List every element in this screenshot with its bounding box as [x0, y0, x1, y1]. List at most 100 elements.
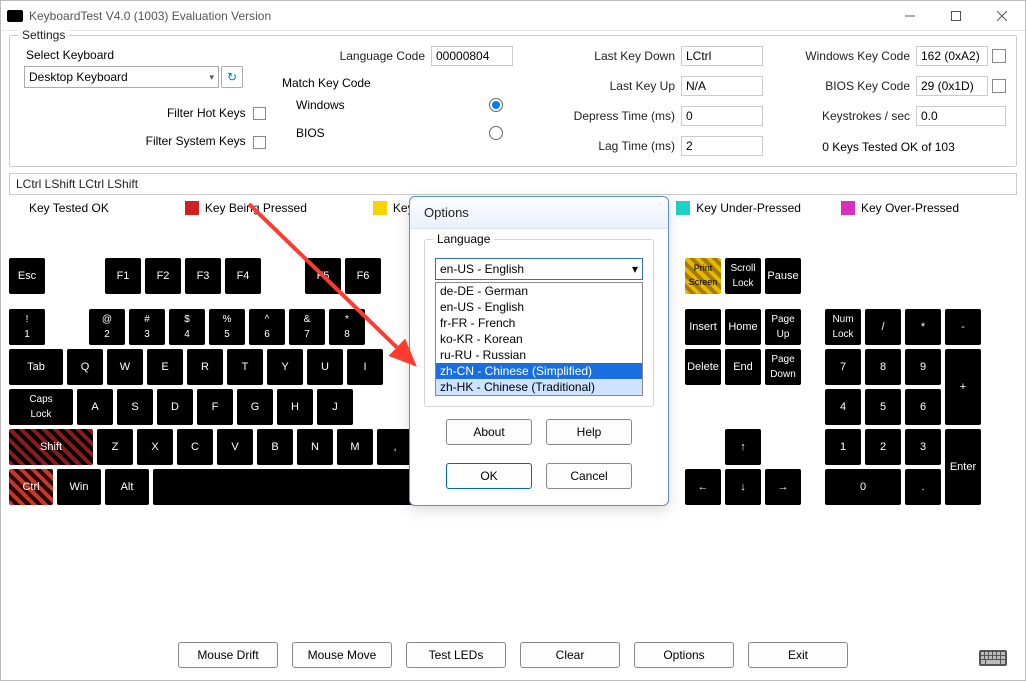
help-button[interactable]: Help	[546, 419, 632, 445]
key-h[interactable]: H	[277, 389, 313, 425]
key-page-down[interactable]: PageDown	[765, 349, 801, 385]
exit-button[interactable]: Exit	[748, 642, 848, 668]
key-insert[interactable]: Insert	[685, 309, 721, 345]
select-keyboard-dropdown[interactable]: Desktop Keyboard ▾	[24, 66, 219, 88]
key-down[interactable]: ↓	[725, 469, 761, 505]
key-d[interactable]: D	[157, 389, 193, 425]
mouse-move-button[interactable]: Mouse Move	[292, 642, 392, 668]
test-leds-button[interactable]: Test LEDs	[406, 642, 506, 668]
mouse-drift-button[interactable]: Mouse Drift	[178, 642, 278, 668]
key-np-4[interactable]: 4	[825, 389, 861, 425]
match-bios-radio[interactable]	[489, 126, 503, 140]
key-np-multiply[interactable]: *	[905, 309, 941, 345]
key-1[interactable]: !1	[9, 309, 45, 345]
key-n[interactable]: N	[297, 429, 333, 465]
key-f5[interactable]: F5	[305, 258, 341, 294]
key-2[interactable]: @2	[89, 309, 125, 345]
key-comma[interactable]: ,	[377, 429, 413, 465]
key-8[interactable]: *8	[329, 309, 365, 345]
key-pause[interactable]: Pause	[765, 258, 801, 294]
key-u[interactable]: U	[307, 349, 343, 385]
maximize-button[interactable]	[933, 1, 979, 31]
key-right[interactable]: →	[765, 469, 801, 505]
key-f6[interactable]: F6	[345, 258, 381, 294]
key-left-win[interactable]: Win	[57, 469, 101, 505]
key-v[interactable]: V	[217, 429, 253, 465]
filter-system-keys-checkbox[interactable]	[253, 136, 266, 149]
key-np-decimal[interactable]: .	[905, 469, 941, 505]
key-z[interactable]: Z	[97, 429, 133, 465]
key-f1[interactable]: F1	[105, 258, 141, 294]
key-num-lock[interactable]: NumLock	[825, 309, 861, 345]
key-print-screen[interactable]: PrintScreen	[685, 258, 721, 294]
key-e[interactable]: E	[147, 349, 183, 385]
key-np-8[interactable]: 8	[865, 349, 901, 385]
key-w[interactable]: W	[107, 349, 143, 385]
language-option[interactable]: de-DE - German	[436, 283, 642, 299]
language-option[interactable]: zh-HK - Chinese (Traditional)	[436, 379, 642, 395]
language-option[interactable]: ru-RU - Russian	[436, 347, 642, 363]
language-option[interactable]: en-US - English	[436, 299, 642, 315]
language-option-selected[interactable]: zh-CN - Chinese (Simplified)	[436, 363, 642, 379]
key-7[interactable]: &7	[289, 309, 325, 345]
key-tab[interactable]: Tab	[9, 349, 63, 385]
key-np-enter[interactable]: Enter	[945, 429, 981, 505]
key-home[interactable]: Home	[725, 309, 761, 345]
about-button[interactable]: About	[446, 419, 532, 445]
close-button[interactable]	[979, 1, 1025, 31]
key-delete[interactable]: Delete	[685, 349, 721, 385]
key-a[interactable]: A	[77, 389, 113, 425]
key-x[interactable]: X	[137, 429, 173, 465]
key-c[interactable]: C	[177, 429, 213, 465]
key-r[interactable]: R	[187, 349, 223, 385]
refresh-button[interactable]: ↻	[221, 66, 243, 88]
key-s[interactable]: S	[117, 389, 153, 425]
key-f4[interactable]: F4	[225, 258, 261, 294]
minimize-button[interactable]	[887, 1, 933, 31]
key-end[interactable]: End	[725, 349, 761, 385]
cancel-button[interactable]: Cancel	[546, 463, 632, 489]
key-i[interactable]: I	[347, 349, 383, 385]
key-esc[interactable]: Esc	[9, 258, 45, 294]
key-left-shift[interactable]: Shift	[9, 429, 93, 465]
match-windows-radio[interactable]	[489, 98, 503, 112]
key-left[interactable]: ←	[685, 469, 721, 505]
ok-button[interactable]: OK	[446, 463, 532, 489]
key-np-3[interactable]: 3	[905, 429, 941, 465]
clear-button[interactable]: Clear	[520, 642, 620, 668]
key-y[interactable]: Y	[267, 349, 303, 385]
key-f[interactable]: F	[197, 389, 233, 425]
key-m[interactable]: M	[337, 429, 373, 465]
key-t[interactable]: T	[227, 349, 263, 385]
language-listbox[interactable]: de-DE - German en-US - English fr-FR - F…	[435, 282, 643, 396]
key-np-9[interactable]: 9	[905, 349, 941, 385]
key-np-5[interactable]: 5	[865, 389, 901, 425]
key-np-2[interactable]: 2	[865, 429, 901, 465]
key-f3[interactable]: F3	[185, 258, 221, 294]
key-np-0[interactable]: 0	[825, 469, 901, 505]
key-6[interactable]: ^6	[249, 309, 285, 345]
filter-hot-keys-checkbox[interactable]	[253, 107, 266, 120]
key-5[interactable]: %5	[209, 309, 245, 345]
key-3[interactable]: #3	[129, 309, 165, 345]
key-j[interactable]: J	[317, 389, 353, 425]
key-up[interactable]: ↑	[725, 429, 761, 465]
key-np-1[interactable]: 1	[825, 429, 861, 465]
key-left-ctrl[interactable]: Ctrl	[9, 469, 53, 505]
key-np-subtract[interactable]: -	[945, 309, 981, 345]
language-select[interactable]: en-US - English ▾	[435, 258, 643, 280]
key-left-alt[interactable]: Alt	[105, 469, 149, 505]
key-np-divide[interactable]: /	[865, 309, 901, 345]
key-page-up[interactable]: PageUp	[765, 309, 801, 345]
key-caps-lock[interactable]: CapsLock	[9, 389, 73, 425]
key-4[interactable]: $4	[169, 309, 205, 345]
key-f2[interactable]: F2	[145, 258, 181, 294]
language-option[interactable]: fr-FR - French	[436, 315, 642, 331]
key-scroll-lock[interactable]: ScrollLock	[725, 258, 761, 294]
options-button[interactable]: Options	[634, 642, 734, 668]
language-option[interactable]: ko-KR - Korean	[436, 331, 642, 347]
key-np-6[interactable]: 6	[905, 389, 941, 425]
key-b[interactable]: B	[257, 429, 293, 465]
key-np-7[interactable]: 7	[825, 349, 861, 385]
key-q[interactable]: Q	[67, 349, 103, 385]
